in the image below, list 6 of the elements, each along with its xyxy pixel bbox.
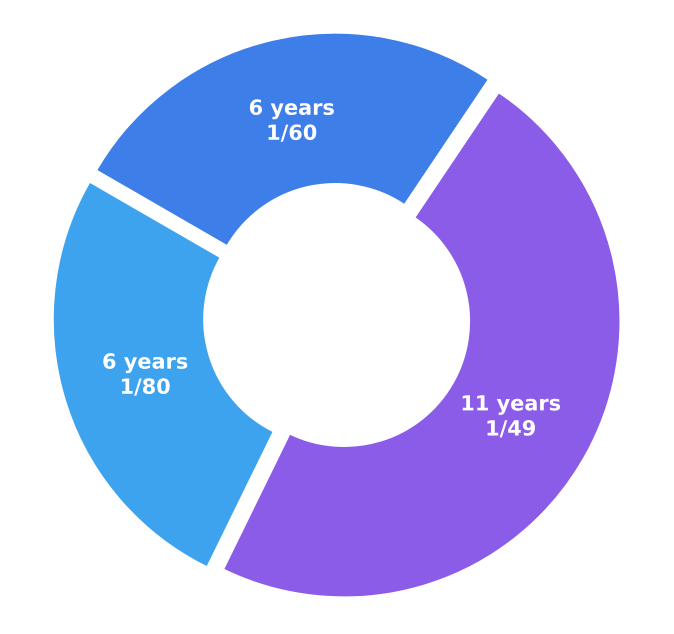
data-label: 6 years [250, 99, 334, 120]
slice-label: 1/49 [488, 420, 535, 438]
data-label: 6 years [103, 353, 188, 374]
slice-label: 1/80 [122, 378, 170, 396]
data-label: 11 years [462, 395, 560, 415]
slice-label: 1/60 [268, 124, 316, 142]
